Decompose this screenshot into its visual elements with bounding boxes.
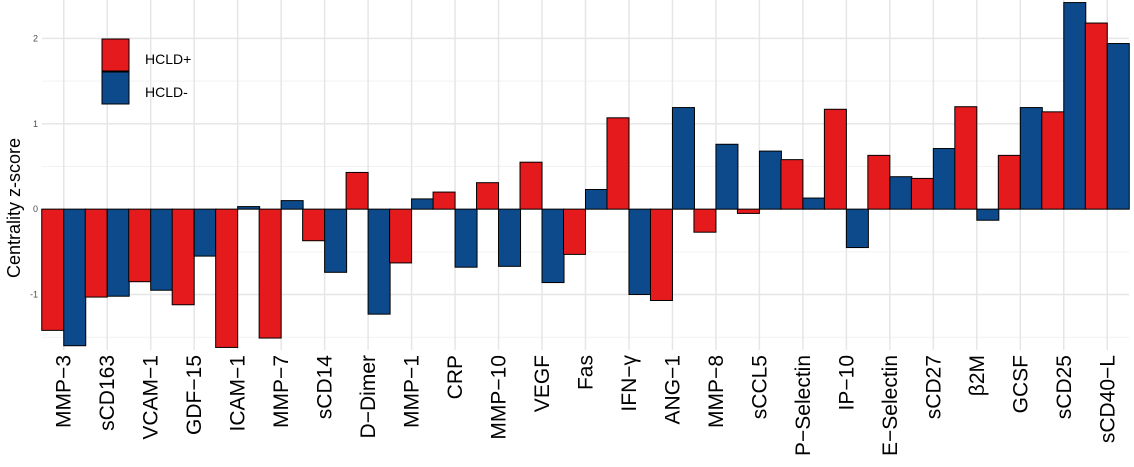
bar-hcld-minus-18 bbox=[845, 208, 869, 249]
bar-hcld-minus-4 bbox=[237, 206, 261, 210]
bar-hcld-plus-9 bbox=[432, 191, 456, 210]
x-tick-label: sCD27 bbox=[922, 355, 945, 419]
bar-hcld-minus-17 bbox=[802, 197, 826, 210]
bar-hcld-minus-21 bbox=[976, 208, 1000, 221]
x-tick-label: IFN−γ bbox=[618, 355, 641, 412]
x-tick-label: MMP−8 bbox=[705, 355, 728, 428]
bar-hcld-plus-22 bbox=[997, 154, 1021, 210]
bar-hcld-minus-20 bbox=[932, 148, 956, 210]
bar-hcld-plus-15 bbox=[693, 208, 717, 233]
bar-hcld-plus-3 bbox=[171, 208, 195, 306]
bar-hcld-plus-19 bbox=[867, 154, 891, 210]
x-tick-label: sCD14 bbox=[314, 355, 337, 420]
bar-hcld-minus-5 bbox=[280, 200, 304, 210]
bar-hcld-minus-19 bbox=[889, 176, 913, 210]
bar-hcld-plus-10 bbox=[476, 182, 500, 210]
bar-hcld-minus-0 bbox=[63, 208, 87, 347]
x-tick-label: GCSF bbox=[1009, 355, 1032, 413]
legend-swatch-hcld-minus bbox=[101, 71, 130, 105]
x-tick-label: VEGF bbox=[531, 355, 554, 412]
x-tick-label: IP−10 bbox=[835, 355, 858, 410]
legend-label-hcld-minus: HCLD- bbox=[145, 84, 188, 100]
bar-hcld-minus-3 bbox=[193, 208, 217, 257]
bar-hcld-minus-10 bbox=[498, 208, 522, 267]
x-tick-label: ICAM−1 bbox=[227, 355, 250, 431]
legend-swatch-hcld-plus bbox=[101, 38, 130, 72]
x-tick-label: sCD163 bbox=[96, 355, 119, 431]
x-tick-label: sCCL5 bbox=[748, 355, 771, 419]
x-tick-label: GDF−15 bbox=[183, 355, 206, 435]
bar-hcld-plus-5 bbox=[258, 208, 282, 339]
y-tick-label: -1 bbox=[30, 290, 38, 300]
bar-hcld-plus-2 bbox=[128, 208, 152, 283]
bar-hcld-plus-4 bbox=[215, 208, 239, 348]
bar-hcld-plus-8 bbox=[389, 208, 413, 264]
bar-hcld-plus-0 bbox=[41, 208, 65, 331]
legend-label-hcld-plus: HCLD+ bbox=[145, 51, 191, 67]
bar-hcld-plus-17 bbox=[780, 159, 804, 210]
bar-hcld-minus-14 bbox=[671, 107, 695, 210]
bar-hcld-minus-24 bbox=[1106, 43, 1130, 210]
y-tick-label: 1 bbox=[33, 119, 38, 129]
bar-hcld-plus-14 bbox=[649, 208, 673, 301]
y-axis-ticks: -1 0 1 2 bbox=[30, 33, 38, 299]
bar-hcld-minus-6 bbox=[324, 208, 348, 273]
bar-hcld-plus-13 bbox=[606, 117, 630, 210]
x-tick-label: sCD40−L bbox=[1096, 355, 1119, 443]
x-tick-label: E−Selectin bbox=[879, 355, 902, 456]
x-tick-label: P−Selectin bbox=[792, 355, 815, 456]
x-tick-label: MMP−10 bbox=[488, 355, 511, 440]
x-tick-label: β2M bbox=[966, 355, 989, 396]
bars bbox=[41, 2, 1130, 348]
bar-hcld-plus-11 bbox=[519, 161, 543, 210]
bar-hcld-minus-1 bbox=[106, 208, 130, 297]
bar-hcld-plus-1 bbox=[84, 208, 108, 298]
x-tick-label: ANG−1 bbox=[661, 355, 684, 424]
bar-hcld-minus-11 bbox=[541, 208, 565, 284]
x-tick-label: CRP bbox=[444, 355, 467, 399]
legend: HCLD+ HCLD- bbox=[101, 38, 191, 105]
y-tick-label: 0 bbox=[33, 204, 38, 214]
bar-hcld-minus-23 bbox=[1063, 2, 1087, 210]
x-tick-label: D−Dimer bbox=[357, 355, 380, 438]
bar-hcld-plus-21 bbox=[954, 106, 978, 210]
bar-hcld-minus-12 bbox=[585, 189, 608, 210]
bar-hcld-plus-24 bbox=[1084, 22, 1108, 210]
bar-hcld-plus-18 bbox=[823, 108, 847, 210]
bar-hcld-minus-8 bbox=[411, 198, 435, 210]
bar-hcld-plus-7 bbox=[345, 171, 369, 210]
bar-hcld-minus-9 bbox=[454, 208, 478, 268]
bar-hcld-minus-15 bbox=[715, 143, 739, 210]
y-axis-title: Centrality z-score bbox=[4, 138, 24, 278]
x-tick-label: sCD25 bbox=[1053, 355, 1076, 419]
bar-hcld-plus-6 bbox=[302, 208, 326, 242]
bar-hcld-minus-2 bbox=[150, 208, 174, 291]
bar-hcld-plus-16 bbox=[736, 208, 760, 214]
x-axis-ticks: MMP−3 sCD163 VCAM−1 GDF−15 ICAM−1 MMP−7 sCD14 D… bbox=[53, 355, 1120, 456]
x-tick-label: MMP−1 bbox=[401, 355, 424, 428]
x-tick-label: VCAM−1 bbox=[140, 355, 163, 440]
y-tick-label: 2 bbox=[33, 33, 38, 43]
bar-hcld-plus-12 bbox=[563, 208, 586, 255]
bar-hcld-minus-7 bbox=[367, 208, 391, 315]
x-tick-label: MMP−7 bbox=[270, 355, 293, 428]
x-tick-label: MMP−3 bbox=[53, 355, 76, 428]
bar-hcld-plus-23 bbox=[1041, 111, 1065, 210]
bar-hcld-minus-13 bbox=[628, 208, 652, 296]
bar-hcld-minus-16 bbox=[758, 150, 782, 210]
bar-hcld-minus-22 bbox=[1019, 107, 1043, 210]
bar-hcld-plus-20 bbox=[910, 177, 934, 210]
x-tick-label: Fas bbox=[575, 355, 598, 390]
